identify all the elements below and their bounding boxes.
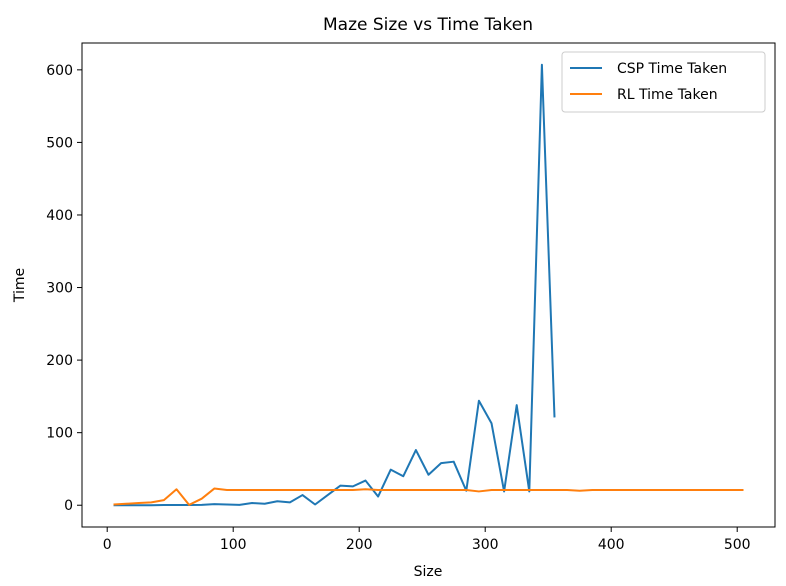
y-tick-label-1: 100 [46, 426, 73, 442]
series-line-0 [113, 63, 556, 507]
x-tick-label-4: 400 [598, 537, 625, 553]
legend: CSP Time Taken RL Time Taken [561, 51, 766, 113]
y-tick-label-2: 200 [46, 353, 73, 369]
plot-frame [81, 42, 776, 528]
y-tick-label-5: 500 [46, 135, 73, 151]
x-tick-label-3: 300 [472, 537, 499, 553]
y-tick-label-0: 0 [64, 498, 73, 514]
x-axis-label: Size [414, 564, 443, 580]
x-tick-label-2: 200 [346, 537, 373, 553]
y-tick-label-4: 400 [46, 208, 73, 224]
x-tick-label-0: 0 [103, 537, 112, 553]
legend-box [561, 51, 766, 113]
legend-label-0: CSP Time Taken [617, 61, 727, 77]
x-tick-label-5: 500 [724, 537, 751, 553]
chart-title: Maze Size vs Time Taken [323, 15, 533, 35]
plot-area: 0 100 200 300 400 500 0 100 200 300 400 500 600 [46, 42, 776, 553]
x-tick-label-1: 100 [220, 537, 247, 553]
y-tick-label-3: 300 [46, 281, 73, 297]
y-tick-label-6: 600 [46, 63, 73, 79]
y-axis-label: Time [12, 268, 28, 303]
legend-label-1: RL Time Taken [617, 87, 718, 103]
series-line-1 [113, 487, 744, 506]
